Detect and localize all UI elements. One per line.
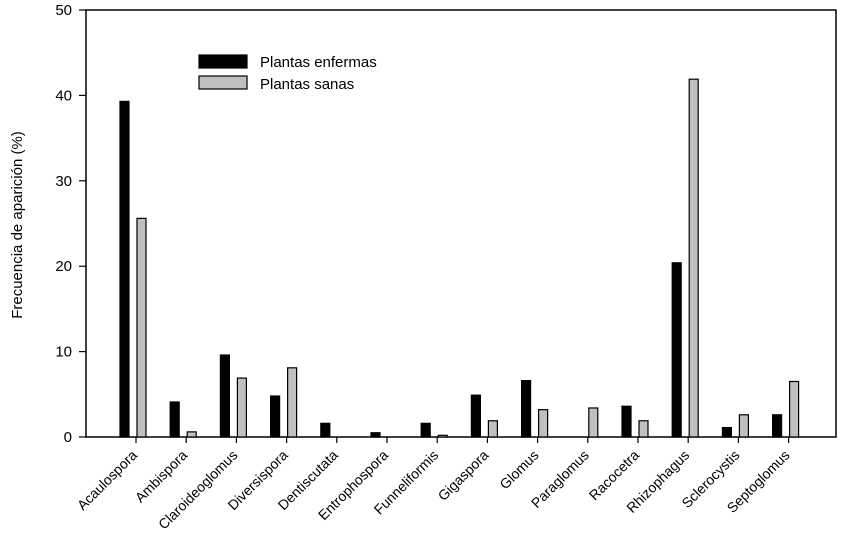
bar-enfermas-claroideoglomus	[219, 354, 230, 438]
legend-label-sanas: Plantas sanas	[260, 76, 354, 93]
y-axis-ticks: 0 10 20 30 40 50	[55, 2, 86, 446]
bar-enfermas-glomus	[520, 380, 532, 438]
bar-sanas-claroideoglomus	[236, 377, 247, 438]
legend-swatch-sanas	[198, 75, 248, 90]
plot-frame	[85, 9, 837, 438]
legend-label-enfermas: Plantas enfermas	[260, 54, 377, 71]
bar-sanas-racocetra	[638, 420, 649, 438]
x-tick-label: Acaulospora	[74, 447, 140, 513]
bar-enfermas-entrophospora	[370, 432, 381, 438]
bar-enfermas-rhizophagus	[671, 262, 682, 438]
bar-enfermas-gigaspora	[470, 394, 481, 438]
plot-area	[85, 9, 837, 438]
bar-enfermas-septoglomus	[771, 414, 783, 438]
y-tick-label: 40	[55, 87, 72, 104]
bar-sanas-rhizophagus	[688, 78, 699, 438]
bar-groups	[119, 78, 800, 438]
bar-sanas-sclerocystis	[738, 414, 750, 438]
x-tick-label: Gigaspora	[435, 447, 492, 504]
bar-enfermas-ambispora	[169, 401, 180, 438]
bar-sanas-gigaspora	[487, 420, 498, 438]
bar-enfermas-funneliformis	[420, 422, 431, 438]
legend: Plantas enfermas Plantas sanas	[198, 54, 377, 93]
x-tick-label: Glomus	[496, 447, 541, 492]
bar-sanas-diversispora	[287, 367, 298, 438]
y-tick-label: 20	[55, 258, 72, 275]
y-tick-label: 30	[55, 173, 72, 190]
bar-sanas-acaulospora	[136, 217, 147, 438]
bar-sanas-paraglomus	[588, 407, 599, 438]
x-axis-ticks: AcaulosporaAmbisporaClaroideoglomusDiver…	[74, 437, 793, 532]
bar-sanas-funneliformis	[437, 434, 448, 438]
y-tick-label: 50	[55, 2, 72, 19]
bar-enfermas-diversispora	[270, 395, 281, 438]
bar-sanas-glomus	[537, 409, 549, 438]
bar-enfermas-sclerocystis	[721, 427, 733, 438]
y-tick-label: 0	[64, 429, 72, 446]
legend-swatch-enfermas	[198, 54, 248, 69]
y-axis-title: Frecuencia de aparición (%)	[9, 131, 26, 319]
bar-enfermas-acaulospora	[119, 100, 130, 438]
y-tick-label: 10	[55, 344, 72, 361]
bar-enfermas-dentiscutata	[320, 422, 331, 438]
bar-enfermas-racocetra	[621, 405, 632, 438]
bar-sanas-septoglomus	[788, 380, 800, 438]
bar-sanas-ambispora	[186, 431, 197, 438]
